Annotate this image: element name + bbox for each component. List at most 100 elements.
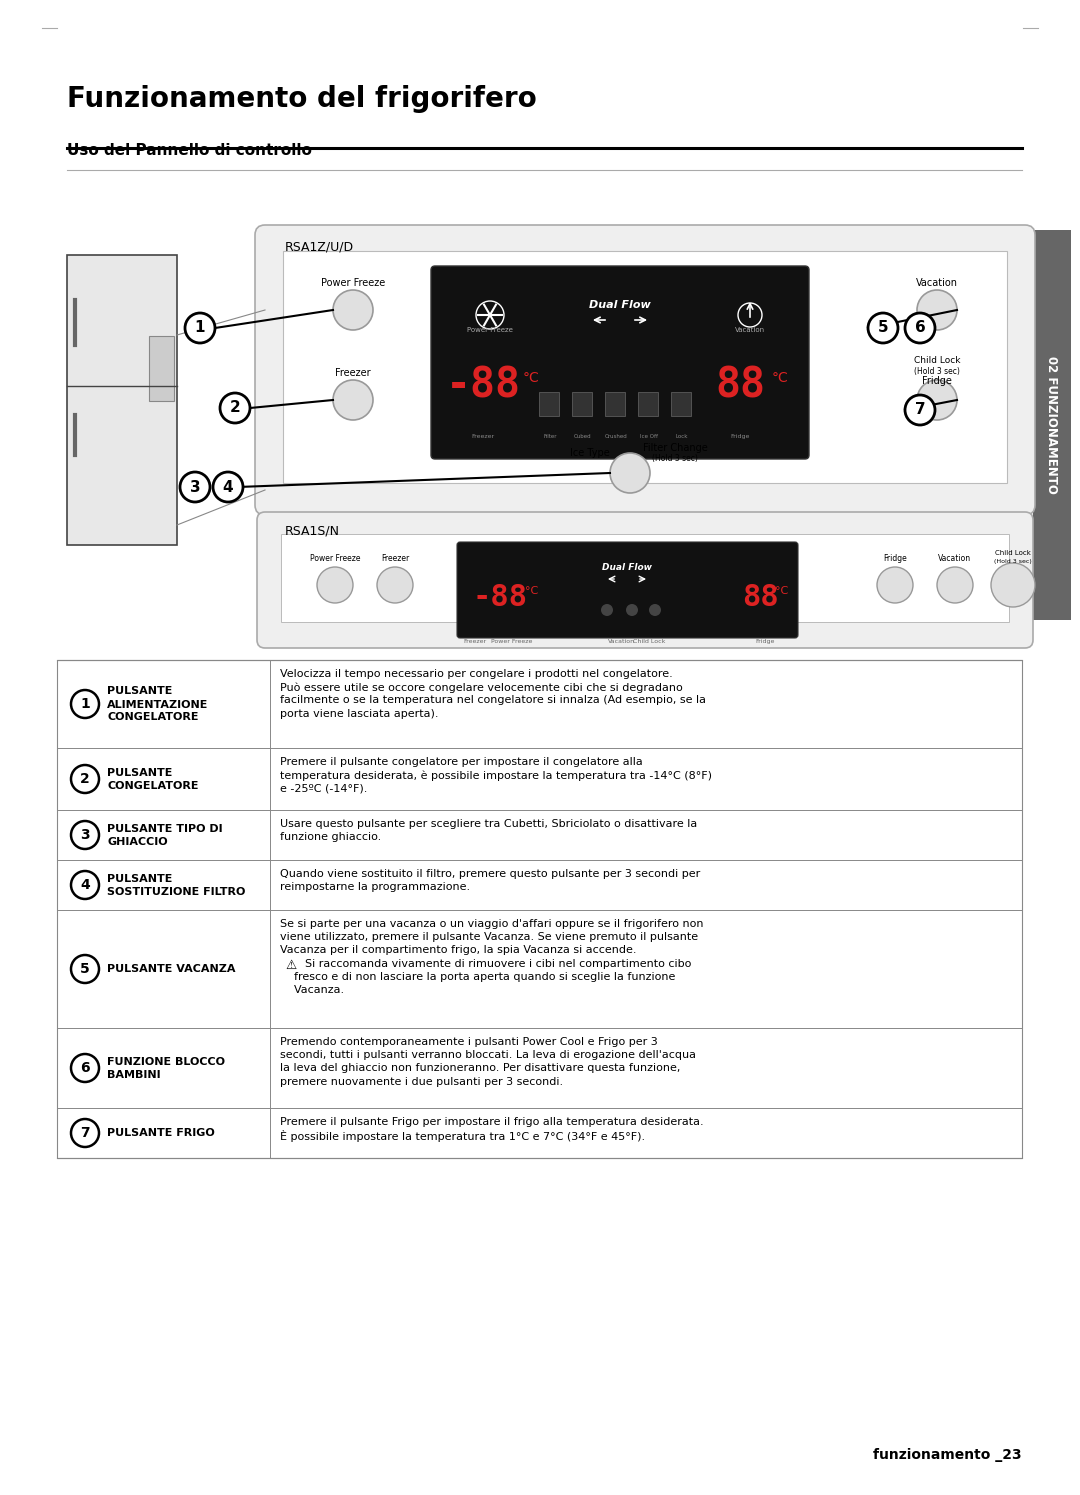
Text: Vacanza per il compartimento frigo, la spia Vacanza si accende.: Vacanza per il compartimento frigo, la s… <box>280 945 636 955</box>
FancyBboxPatch shape <box>431 266 809 459</box>
Text: °C: °C <box>525 586 538 597</box>
Text: 5: 5 <box>80 961 90 976</box>
Text: PULSANTE: PULSANTE <box>107 686 173 697</box>
Text: CONGELATORE: CONGELATORE <box>107 713 199 722</box>
Text: PULSANTE TIPO DI: PULSANTE TIPO DI <box>107 824 222 834</box>
Circle shape <box>917 380 957 420</box>
Text: ⚠: ⚠ <box>285 958 296 972</box>
Text: Filter Change: Filter Change <box>643 443 707 453</box>
Text: SOSTITUZIONE FILTRO: SOSTITUZIONE FILTRO <box>107 887 245 897</box>
Circle shape <box>991 564 1035 607</box>
Circle shape <box>917 290 957 330</box>
Circle shape <box>333 290 373 330</box>
Circle shape <box>626 604 638 616</box>
Circle shape <box>71 691 99 718</box>
FancyBboxPatch shape <box>255 226 1035 514</box>
Text: 7: 7 <box>80 1126 90 1141</box>
Circle shape <box>318 567 353 602</box>
Circle shape <box>180 472 210 502</box>
Text: 02 FUNZIONAMENTO: 02 FUNZIONAMENTO <box>1045 356 1058 493</box>
Text: Vacation: Vacation <box>916 278 958 289</box>
Text: secondi, tutti i pulsanti verranno bloccati. La leva di erogazione dell'acqua: secondi, tutti i pulsanti verranno blocc… <box>280 1049 696 1060</box>
Text: Power Freeze: Power Freeze <box>467 327 513 333</box>
FancyBboxPatch shape <box>149 335 174 401</box>
Circle shape <box>220 393 249 423</box>
Text: Vacanza.: Vacanza. <box>280 985 345 996</box>
Text: Vacation: Vacation <box>734 327 765 333</box>
Text: PULSANTE VACANZA: PULSANTE VACANZA <box>107 964 235 975</box>
Text: -88: -88 <box>446 363 521 407</box>
Text: 88: 88 <box>742 583 779 611</box>
Text: Se si parte per una vacanza o un viaggio d'affari oppure se il frigorifero non: Se si parte per una vacanza o un viaggio… <box>280 919 703 928</box>
Text: 4: 4 <box>80 878 90 893</box>
Circle shape <box>213 472 243 502</box>
Text: Lock: Lock <box>676 434 688 440</box>
Text: funzionamento _23: funzionamento _23 <box>874 1449 1022 1462</box>
Text: PULSANTE: PULSANTE <box>107 768 173 777</box>
Circle shape <box>71 821 99 849</box>
Text: °C: °C <box>775 586 788 597</box>
Circle shape <box>71 955 99 984</box>
Text: 6: 6 <box>915 320 926 335</box>
Text: Freezer: Freezer <box>381 555 409 564</box>
Text: È possibile impostare la temperatura tra 1°C e 7°C (34°F e 45°F).: È possibile impostare la temperatura tra… <box>280 1130 645 1142</box>
Text: Dual Flow: Dual Flow <box>602 562 652 571</box>
Text: 4: 4 <box>222 480 233 495</box>
Circle shape <box>71 1118 99 1147</box>
FancyBboxPatch shape <box>67 256 177 546</box>
Text: 2: 2 <box>80 771 90 786</box>
FancyBboxPatch shape <box>605 392 625 416</box>
Circle shape <box>649 604 661 616</box>
Text: (Hold 3 sec): (Hold 3 sec) <box>914 366 960 377</box>
Text: 5: 5 <box>878 320 889 335</box>
Text: Premere il pulsante Frigo per impostare il frigo alla temperatura desiderata.: Premere il pulsante Frigo per impostare … <box>280 1117 704 1127</box>
Text: Uso del Pannello di controllo: Uso del Pannello di controllo <box>67 144 312 158</box>
Text: Freezer: Freezer <box>463 638 487 644</box>
Text: e -25ºC (-14°F).: e -25ºC (-14°F). <box>280 783 367 794</box>
Circle shape <box>600 604 613 616</box>
Text: 3: 3 <box>190 480 200 495</box>
FancyBboxPatch shape <box>57 659 1022 1159</box>
Text: viene utilizzato, premere il pulsante Vacanza. Se viene premuto il pulsante: viene utilizzato, premere il pulsante Va… <box>280 933 698 942</box>
Circle shape <box>610 453 650 493</box>
Text: BAMBINI: BAMBINI <box>107 1070 161 1079</box>
Text: Child Lock: Child Lock <box>995 550 1031 556</box>
Text: porta viene lasciata aperta).: porta viene lasciata aperta). <box>280 709 438 719</box>
Circle shape <box>71 1054 99 1082</box>
Text: Power Freeze: Power Freeze <box>491 638 532 644</box>
Text: Dual Flow: Dual Flow <box>589 300 651 309</box>
Text: °C: °C <box>772 371 788 386</box>
Text: CONGELATORE: CONGELATORE <box>107 780 199 791</box>
Text: Quando viene sostituito il filtro, premere questo pulsante per 3 secondi per: Quando viene sostituito il filtro, preme… <box>280 869 700 879</box>
Text: 1: 1 <box>194 320 205 335</box>
Text: facilmente o se la temperatura nel congelatore si innalza (Ad esempio, se la: facilmente o se la temperatura nel conge… <box>280 695 706 706</box>
Text: Crushed: Crushed <box>605 434 627 440</box>
Circle shape <box>937 567 973 602</box>
Text: RSA1S/N: RSA1S/N <box>285 525 340 538</box>
Text: Premendo contemporaneamente i pulsanti Power Cool e Frigo per 3: Premendo contemporaneamente i pulsanti P… <box>280 1038 658 1046</box>
Text: Velocizza il tempo necessario per congelare i prodotti nel congelatore.: Velocizza il tempo necessario per congel… <box>280 668 673 679</box>
Text: -88: -88 <box>472 583 527 611</box>
Circle shape <box>905 395 935 425</box>
Text: Freezer: Freezer <box>472 434 495 440</box>
Text: Cubed: Cubed <box>575 434 592 440</box>
Text: premere nuovamente i due pulsanti per 3 secondi.: premere nuovamente i due pulsanti per 3 … <box>280 1076 563 1087</box>
Text: reimpostarne la programmazione.: reimpostarne la programmazione. <box>280 882 470 893</box>
Text: 6: 6 <box>80 1061 90 1075</box>
Text: Funzionamento del frigorifero: Funzionamento del frigorifero <box>67 85 537 114</box>
Text: PULSANTE: PULSANTE <box>107 875 173 884</box>
Text: Si raccomanda vivamente di rimuovere i cibi nel compartimento cibo: Si raccomanda vivamente di rimuovere i c… <box>305 958 691 969</box>
FancyBboxPatch shape <box>281 534 1009 622</box>
Text: Fridge: Fridge <box>755 638 774 644</box>
FancyBboxPatch shape <box>1032 230 1071 620</box>
Text: temperatura desiderata, è possibile impostare la temperatura tra -14°C (8°F): temperatura desiderata, è possibile impo… <box>280 770 712 780</box>
Text: Power Freeze: Power Freeze <box>310 555 361 564</box>
Text: Child Lock: Child Lock <box>914 356 960 365</box>
Text: Fridge: Fridge <box>883 555 907 564</box>
Text: Vacation: Vacation <box>608 638 635 644</box>
Text: 3: 3 <box>80 828 90 842</box>
Circle shape <box>71 872 99 898</box>
Text: Fridge: Fridge <box>730 434 750 440</box>
Text: Ice Off: Ice Off <box>640 434 658 440</box>
Circle shape <box>868 312 897 342</box>
